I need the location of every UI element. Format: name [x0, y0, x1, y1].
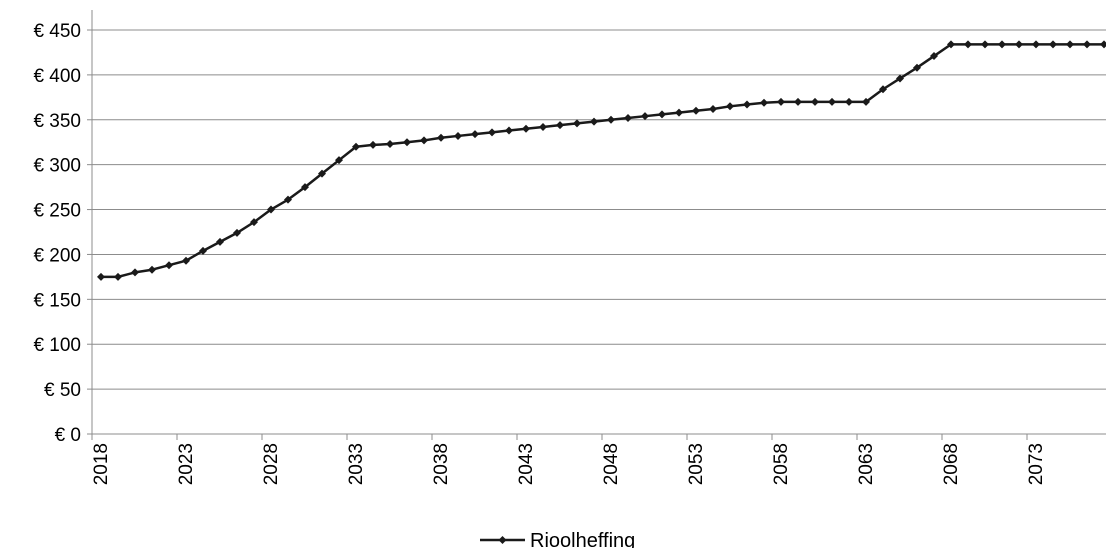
data-point [420, 136, 428, 145]
legend-label: Rioolheffing [530, 530, 635, 548]
data-point [1049, 40, 1057, 49]
gridlines [92, 29, 1106, 390]
data-point [692, 106, 700, 115]
x-tick-label: 2063 [856, 443, 877, 485]
data-point [709, 105, 717, 114]
data-point [335, 156, 343, 165]
data-point [216, 237, 224, 246]
y-tick-label: € 350 [33, 111, 81, 132]
data-point [267, 205, 275, 214]
x-tick-label: 2043 [516, 443, 537, 485]
data-point [369, 140, 377, 149]
legend: Rioolheffing [480, 530, 635, 552]
data-point [624, 113, 632, 122]
data-point [522, 124, 530, 133]
data-point [896, 74, 904, 83]
data-point [981, 40, 989, 49]
y-tick-label: € 450 [33, 21, 81, 42]
data-point [658, 110, 666, 119]
data-point [1032, 40, 1040, 49]
x-tick-label: 2073 [1026, 443, 1047, 485]
data-point [1015, 40, 1023, 49]
y-tick-label: € 200 [33, 245, 81, 266]
data-point [794, 97, 802, 106]
data-point [454, 131, 462, 140]
data-point [318, 169, 326, 178]
data-point [947, 40, 955, 49]
x-tick-labels: 2018 2023 2028 2033 2038 2043 2048 2053 2058 2063… [91, 443, 1047, 485]
data-point [403, 138, 411, 147]
data-point [607, 115, 615, 124]
data-point [488, 128, 496, 137]
x-tick-label: 2058 [771, 443, 792, 485]
y-tick-label: € 100 [33, 335, 81, 356]
data-point [505, 126, 513, 135]
data-point [131, 268, 139, 277]
x-tick-label: 2018 [91, 443, 112, 485]
y-tick-labels: € 0 € 50 € 100 € 150 € 200 € 250 € 300 € 350 € 4… [33, 21, 81, 446]
series-line-0 [101, 43, 1104, 279]
data-point [811, 97, 819, 106]
data-point [556, 121, 564, 130]
data-point [879, 85, 887, 94]
data-point [199, 246, 207, 255]
data-point [301, 183, 309, 192]
data-point [233, 228, 241, 237]
y-tick-label: € 400 [33, 66, 81, 87]
axes [87, 10, 1106, 440]
legend-marker [498, 536, 507, 544]
data-point [1100, 40, 1106, 49]
data-point [913, 63, 921, 72]
data-point [862, 97, 870, 106]
data-point [828, 97, 836, 106]
data-point [726, 102, 734, 111]
data-point [386, 140, 394, 149]
x-tick-label: 2068 [941, 443, 962, 485]
y-tick-label: € 0 [55, 425, 81, 446]
y-tick-label: € 50 [44, 380, 81, 401]
data-point [148, 265, 156, 274]
data-point [114, 272, 122, 281]
data-point [930, 52, 938, 61]
data-point [590, 117, 598, 126]
data-point [760, 98, 768, 107]
x-tick-label: 2023 [176, 443, 197, 485]
data-point [437, 133, 445, 142]
data-point [1083, 40, 1091, 49]
x-tick-label: 2028 [261, 443, 282, 485]
y-tick-label: € 300 [33, 156, 81, 177]
data-point [675, 108, 683, 117]
data-point [964, 40, 972, 49]
data-point [845, 97, 853, 106]
data-point [777, 97, 785, 106]
data-point [743, 100, 751, 109]
x-tick-label: 2048 [601, 443, 622, 485]
data-point [573, 119, 581, 128]
data-point [641, 112, 649, 121]
x-tick-label: 2038 [431, 443, 452, 485]
data-point [471, 130, 479, 139]
data-point [165, 261, 173, 270]
series-layer [97, 40, 1106, 281]
data-point [539, 122, 547, 131]
data-point [182, 256, 190, 265]
x-tick-label: 2053 [686, 443, 707, 485]
data-point [284, 195, 292, 204]
data-point [1066, 40, 1074, 49]
data-point [998, 40, 1006, 49]
data-point [97, 272, 105, 281]
y-tick-label: € 150 [33, 290, 81, 311]
data-point [250, 218, 258, 227]
y-tick-label: € 250 [33, 201, 81, 222]
x-tick-label: 2033 [346, 443, 367, 485]
data-point [352, 142, 360, 151]
